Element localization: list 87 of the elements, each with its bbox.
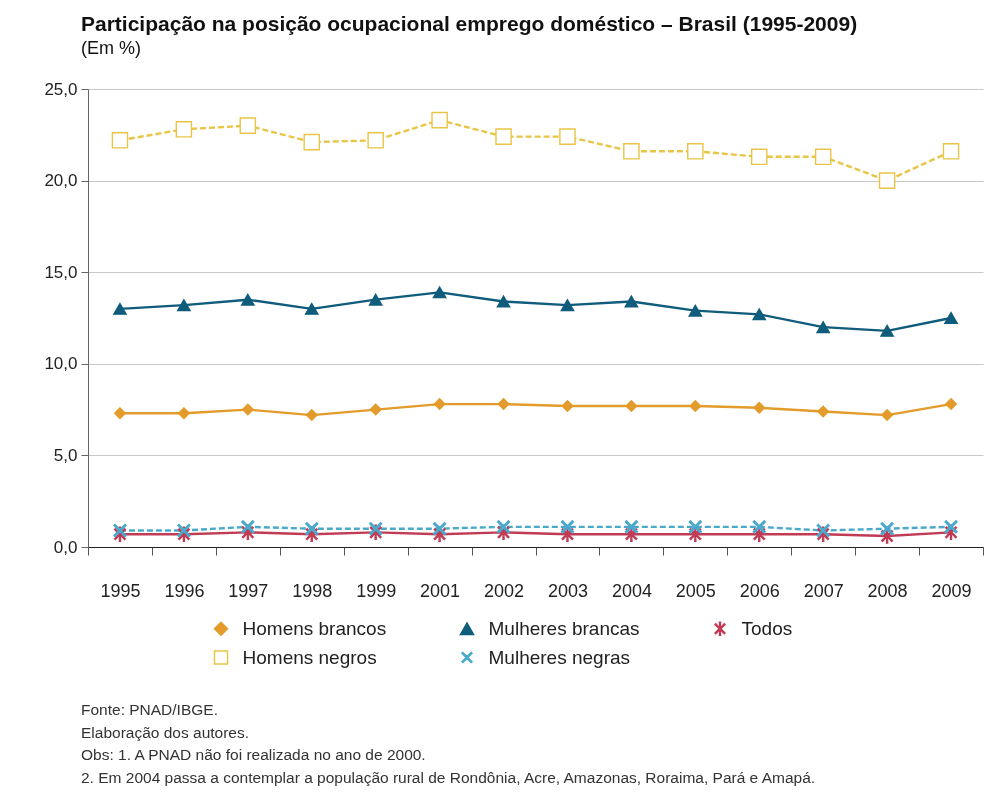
point bbox=[177, 523, 191, 538]
x-tick-label: 1999 bbox=[356, 580, 397, 601]
x-tick-label: 2008 bbox=[867, 580, 908, 601]
point bbox=[687, 143, 704, 160]
point bbox=[945, 398, 957, 411]
point bbox=[495, 128, 512, 145]
x-tick-label: 2003 bbox=[547, 580, 588, 601]
text: Obs: 1. A PNAD não foi realizada no ano de 2000. bbox=[81, 746, 426, 763]
x-tick-label: 1995 bbox=[100, 580, 141, 601]
point bbox=[241, 293, 255, 306]
legend-label: Homens negros bbox=[242, 646, 377, 668]
x-tick-label: 1998 bbox=[292, 580, 333, 601]
point bbox=[624, 520, 639, 534]
point bbox=[816, 523, 830, 538]
point bbox=[752, 308, 767, 321]
point bbox=[814, 148, 832, 166]
point bbox=[111, 132, 129, 149]
point bbox=[113, 302, 127, 315]
text: 2. Em 2004 passa a contemplar a população rural de Rondônia, Acre, Amazonas, Roraima, Pará e Amapá. bbox=[81, 768, 816, 786]
point bbox=[878, 172, 896, 189]
point bbox=[623, 143, 640, 160]
source-note: Fonte: PNAD/IBGE. bbox=[81, 701, 218, 718]
point bbox=[305, 521, 319, 536]
point bbox=[304, 302, 319, 315]
y-tick-label: 25,0 bbox=[44, 79, 78, 99]
legend-label: Mulheres brancas bbox=[488, 617, 640, 639]
point bbox=[497, 398, 510, 411]
x-tick-label: 2006 bbox=[739, 580, 780, 601]
y-tick-label: 0,0 bbox=[53, 537, 78, 557]
point bbox=[624, 295, 639, 308]
y-tick-label: 15,0 bbox=[44, 262, 78, 282]
point bbox=[942, 143, 960, 160]
point bbox=[688, 520, 703, 534]
point bbox=[175, 121, 193, 138]
point bbox=[496, 295, 511, 308]
x-tick-label: 2009 bbox=[931, 580, 972, 601]
legend-label: Homens brancos bbox=[242, 617, 387, 639]
point bbox=[689, 399, 702, 412]
point bbox=[881, 409, 894, 422]
x-tick-label: 2004 bbox=[611, 580, 652, 601]
point bbox=[817, 405, 830, 418]
x-tick-label: 2005 bbox=[675, 580, 716, 601]
point bbox=[177, 299, 191, 312]
point bbox=[688, 304, 703, 317]
point bbox=[368, 293, 383, 306]
point bbox=[113, 523, 127, 538]
y-tick-label: 5,0 bbox=[53, 445, 78, 465]
point bbox=[496, 520, 511, 534]
point bbox=[750, 148, 768, 166]
x-tick-label: 1997 bbox=[228, 580, 269, 601]
legend-label: Todos bbox=[741, 617, 793, 639]
point bbox=[560, 299, 575, 312]
legend-label: Mulheres negras bbox=[488, 646, 631, 668]
point bbox=[369, 403, 382, 416]
point bbox=[368, 521, 383, 536]
x-tick-label: 2007 bbox=[803, 580, 844, 601]
point bbox=[303, 133, 321, 151]
x-tick-label: 2002 bbox=[484, 580, 525, 601]
y-tick-label: 20,0 bbox=[44, 171, 78, 191]
point bbox=[241, 403, 254, 416]
point bbox=[177, 407, 190, 420]
point bbox=[880, 521, 894, 536]
point bbox=[433, 398, 446, 411]
point bbox=[944, 520, 958, 534]
y-tick-label: 10,0 bbox=[44, 354, 78, 374]
point bbox=[431, 111, 448, 129]
point bbox=[816, 321, 830, 334]
point bbox=[559, 128, 576, 145]
point bbox=[880, 324, 894, 337]
point bbox=[239, 117, 257, 134]
point bbox=[561, 399, 574, 412]
point bbox=[944, 312, 958, 324]
chart-subtitle: (Em %) bbox=[81, 38, 141, 58]
point bbox=[432, 286, 447, 299]
point bbox=[752, 520, 766, 534]
point bbox=[367, 132, 384, 149]
point bbox=[241, 520, 255, 534]
x-tick-label: 2001 bbox=[420, 580, 461, 601]
point bbox=[560, 520, 575, 534]
text: Elaboração dos autores. bbox=[81, 723, 250, 741]
point bbox=[625, 399, 638, 412]
x-tick-label: 1996 bbox=[164, 580, 205, 601]
chart-title: Participação na posição ocupacional emprego doméstico – Brasil (1995-2009) bbox=[81, 12, 858, 35]
point bbox=[114, 407, 126, 420]
point bbox=[432, 521, 447, 536]
point bbox=[753, 401, 766, 414]
point bbox=[305, 409, 318, 422]
